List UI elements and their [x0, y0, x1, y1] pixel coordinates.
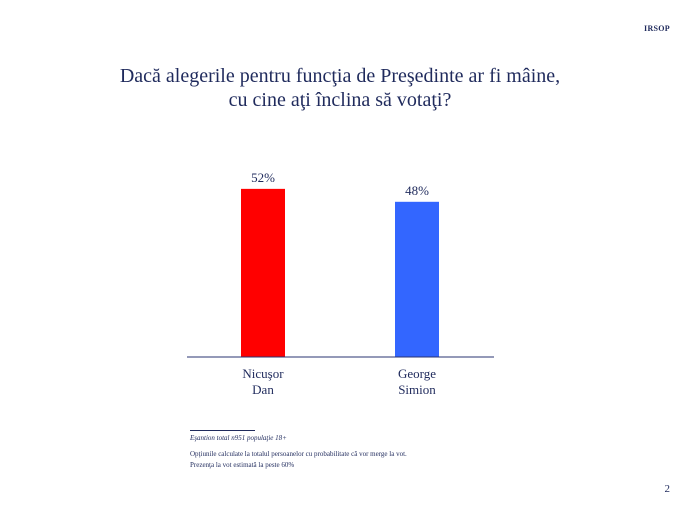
chart-title: Dacă alegerile pentru funcţia de Preşedi…	[0, 64, 680, 112]
brand-logo-text: IRSOP	[644, 24, 670, 33]
footnotes: Eşantion total n951 populaţie 18+ Opţiun…	[190, 430, 407, 471]
method-note: Opţiunile calculate la totalul persoanel…	[190, 450, 407, 458]
turnout-note: Prezenţa la vot estimată la peste 60%	[190, 461, 295, 469]
bar-0	[241, 188, 285, 357]
sample-note: Eşantion total n951 populaţie 18+	[190, 434, 287, 442]
bar-1	[395, 201, 439, 357]
data-label-0: 52%	[251, 170, 275, 185]
data-label-1: 48%	[405, 183, 429, 198]
chart-title-line-2: cu cine aţi înclina să votaţi?	[228, 89, 452, 111]
footnote-divider	[190, 430, 255, 431]
category-label-0-1: Dan	[252, 382, 274, 397]
category-label-1-1: Simion	[398, 382, 436, 397]
category-label-1-0: George	[398, 366, 436, 381]
page-number: 2	[664, 483, 671, 495]
category-label-0-0: Nicuşor	[242, 366, 284, 381]
chart-title-line-1: Dacă alegerile pentru funcţia de Preşedi…	[119, 65, 561, 87]
